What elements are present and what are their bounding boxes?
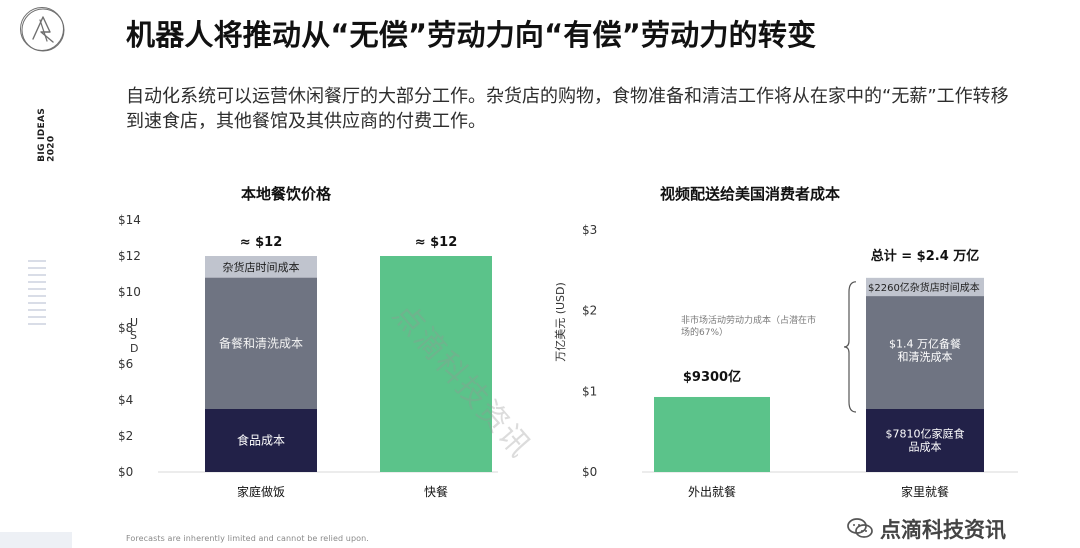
corner-watermark-text: 点滴科技资讯 xyxy=(880,518,1006,542)
right-chart-svg: 视频配送给美国消费者成本 $0 $1 $2 $3 万亿美元 (USD) 非市场活动劳动力成本… xyxy=(554,185,1018,499)
left-y-tick-label: $2 xyxy=(118,429,133,443)
home-cooking-bar-segment xyxy=(205,277,317,409)
right-y-tick-label: $0 xyxy=(582,465,597,479)
left-y-tick-label: $6 xyxy=(118,357,133,371)
right-y-tick-label: $1 xyxy=(582,384,597,398)
home-dining-total-label: 总计 = $2.4 万亿 xyxy=(871,248,980,264)
home-grocery-time-label: $2260亿杂货店时间成本 xyxy=(868,281,980,294)
decorative-stripes xyxy=(28,260,46,330)
decorative-block xyxy=(0,532,72,548)
left-chart-svg: 本地餐饮价格 $0 $2 $4 $6 $8 $10 $12 $14 U S D 食品成本 备餐和清洗成本杂… xyxy=(118,185,498,499)
left-x-category-label: 家庭做饭 xyxy=(237,484,285,499)
eating-out-bar xyxy=(654,396,770,472)
logo-icon xyxy=(20,7,65,52)
home-cooking-bar-segment xyxy=(205,256,317,278)
eating-out-total-label: $9300亿 xyxy=(683,369,741,385)
non-market-bracket xyxy=(843,281,857,413)
forecast-disclaimer: Forecasts are inherently limited and can… xyxy=(126,534,369,543)
home-dining-bar-segment xyxy=(866,408,984,472)
right-chart: 视频配送给美国消费者成本 $0 $1 $2 $3 万亿美元 (USD) 非市场活动劳动力成本… xyxy=(538,176,1044,516)
right-chart-title: 视频配送给美国消费者成本 xyxy=(660,185,840,203)
page-title: 机器人将推动从“无偿”劳动力向“有偿”劳动力的转变 xyxy=(126,18,817,52)
home-prep-cleaning-label: $1.4 万亿备餐和清洗成本 xyxy=(889,337,961,364)
corner-watermark: 点滴科技资讯 xyxy=(846,514,1006,544)
home-dining-bar-segment xyxy=(866,296,984,409)
page-subtitle: 自动化系统可以运营休闲餐厅的大部分工作。杂货店的购物，食物准备和清洁工作将从在家… xyxy=(126,86,1009,132)
left-y-tick-label: $4 xyxy=(118,393,133,407)
left-x-category-label: 快餐 xyxy=(424,484,448,499)
right-y-axis-label: 万亿美元 (USD) xyxy=(554,282,567,362)
home-cooking-segment-label: 备餐和清洗成本 xyxy=(219,335,303,350)
fast-food-total-label: ≈ $12 xyxy=(415,235,458,250)
home-dining-bar-segment xyxy=(866,277,984,297)
wechat-icon xyxy=(846,517,874,541)
left-y-tick-label: $8 xyxy=(118,321,133,335)
left-rail: BIG IDEAS 2020 xyxy=(0,0,80,548)
right-x-category-label: 家里就餐 xyxy=(901,484,949,499)
left-chart: 本地餐饮价格 $0 $2 $4 $6 $8 $10 $12 $14 U S D 食品成本 备餐和清洗成本杂… xyxy=(118,176,520,516)
right-x-category-label: 外出就餐 xyxy=(688,484,736,499)
non-market-labor-annotation: 非市场活动劳动力成本（占潜在市场的67%） xyxy=(681,314,816,338)
right-y-tick-label: $3 xyxy=(582,223,597,237)
left-y-tick-label: $12 xyxy=(118,249,141,263)
home-cooking-segment-label: 食品成本 xyxy=(237,433,285,448)
left-y-tick-label: $0 xyxy=(118,465,133,479)
home-cooking-total-label: ≈ $12 xyxy=(240,235,283,250)
left-chart-title: 本地餐饮价格 xyxy=(241,185,332,203)
big-ideas-label: BIG IDEAS 2020 xyxy=(37,108,57,162)
home-cooking-bar-segment xyxy=(205,409,317,472)
left-y-tick-label: $14 xyxy=(118,213,141,227)
home-cooking-segment-label: 杂货店时间成本 xyxy=(223,260,300,274)
left-y-tick-label: $10 xyxy=(118,285,141,299)
right-y-tick-label: $2 xyxy=(582,304,597,318)
home-food-cost-label: $7810亿家庭食品成本 xyxy=(886,426,965,453)
fast-food-bar xyxy=(380,256,492,472)
